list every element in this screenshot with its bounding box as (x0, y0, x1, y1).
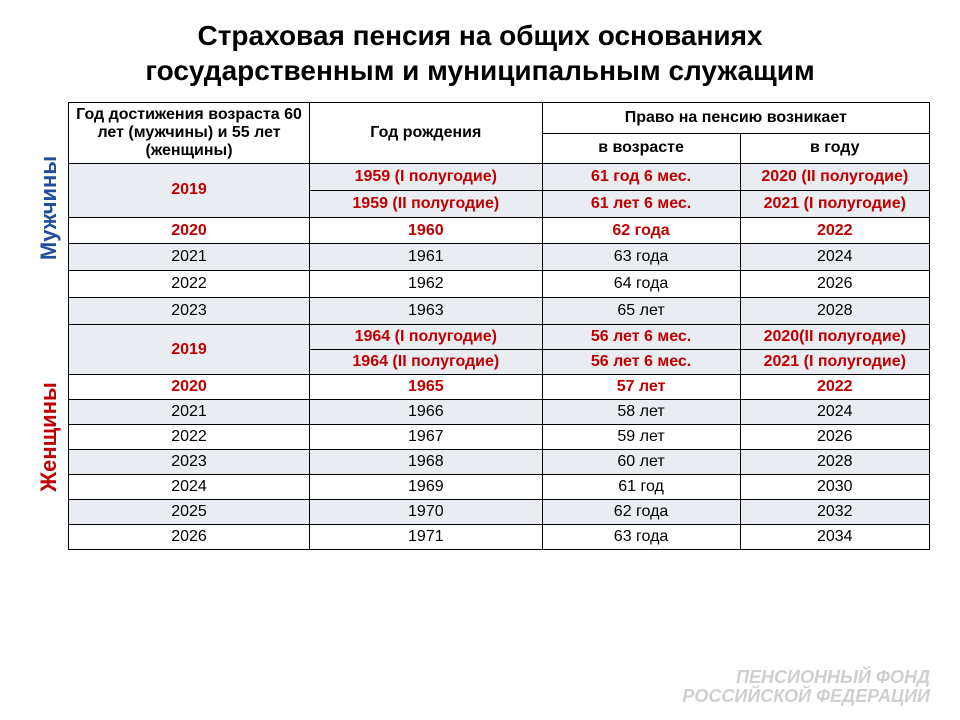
cell-birth-year: 1971 (310, 525, 542, 550)
table-row: 2021196163 года2024 (69, 244, 930, 271)
cell-achieve-year: 2020 (69, 375, 310, 400)
header-col34-top: Право на пенсию возникает (542, 103, 929, 134)
cell-year: 2022 (740, 375, 929, 400)
men-block: Мужчины Год достижения возраста 60 лет (… (30, 102, 930, 314)
cell-achieve-year: 2024 (69, 475, 310, 500)
women-side-label: Женщины (30, 324, 68, 550)
header-col2: Год рождения (310, 103, 542, 164)
cell-age: 63 года (542, 525, 740, 550)
cell-age: 62 года (542, 500, 740, 525)
cell-age: 63 года (542, 244, 740, 271)
table-row: 2020196062 года2022 (69, 217, 930, 244)
cell-birth-year: 1964 (II полугодие) (310, 350, 542, 375)
cell-achieve-year: 2021 (69, 244, 310, 271)
table-row: 2023196365 лет2028 (69, 298, 930, 325)
cell-achieve-year: 2023 (69, 450, 310, 475)
cell-age: 57 лет (542, 375, 740, 400)
table-row: 2024196961 год2030 (69, 475, 930, 500)
cell-year: 2032 (740, 500, 929, 525)
cell-birth-year: 1960 (310, 217, 542, 244)
cell-year: 2020(II полугодие) (740, 325, 929, 350)
table-row: 2022196264 года2026 (69, 271, 930, 298)
table-row: 2026197163 года2034 (69, 525, 930, 550)
cell-age: 64 года (542, 271, 740, 298)
cell-achieve-year: 2022 (69, 271, 310, 298)
cell-year: 2024 (740, 244, 929, 271)
cell-achieve-year: 2023 (69, 298, 310, 325)
cell-age: 61 лет 6 мес. (542, 190, 740, 217)
cell-birth-year: 1962 (310, 271, 542, 298)
cell-year: 2028 (740, 298, 929, 325)
cell-year: 2026 (740, 271, 929, 298)
women-label: Женщины (36, 382, 62, 492)
cell-birth-year: 1961 (310, 244, 542, 271)
cell-birth-year: 1959 (II полугодие) (310, 190, 542, 217)
cell-birth-year: 1964 (I полугодие) (310, 325, 542, 350)
cell-age: 59 лет (542, 425, 740, 450)
cell-age: 65 лет (542, 298, 740, 325)
cell-achieve-year: 2019 (69, 325, 310, 375)
cell-year: 2021 (I полугодие) (740, 350, 929, 375)
cell-achieve-year: 2022 (69, 425, 310, 450)
men-label: Мужчины (36, 156, 62, 260)
cell-achieve-year: 2019 (69, 164, 310, 218)
slide: Страховая пенсия на общих основаниях гос… (0, 0, 960, 720)
cell-age: 60 лет (542, 450, 740, 475)
cell-achieve-year: 2020 (69, 217, 310, 244)
table-header: Год достижения возраста 60 лет (мужчины)… (69, 103, 930, 164)
cell-age: 61 год (542, 475, 740, 500)
table-row: 20191964 (I полугодие)56 лет 6 мес.2020(… (69, 325, 930, 350)
cell-year: 2026 (740, 425, 929, 450)
table-row: 2023196860 лет2028 (69, 450, 930, 475)
table-row: 2020196557 лет2022 (69, 375, 930, 400)
cell-year: 2030 (740, 475, 929, 500)
header-col4: в году (740, 133, 929, 164)
header-col3: в возрасте (542, 133, 740, 164)
cell-age: 56 лет 6 мес. (542, 350, 740, 375)
cell-birth-year: 1967 (310, 425, 542, 450)
cell-birth-year: 1970 (310, 500, 542, 525)
table-row: 2025197062 года2032 (69, 500, 930, 525)
cell-year: 2024 (740, 400, 929, 425)
cell-age: 56 лет 6 мес. (542, 325, 740, 350)
cell-birth-year: 1966 (310, 400, 542, 425)
men-side-label: Мужчины (30, 102, 68, 314)
cell-year: 2028 (740, 450, 929, 475)
table-row: 2021196658 лет2024 (69, 400, 930, 425)
men-table: Год достижения возраста 60 лет (мужчины)… (68, 102, 930, 325)
cell-year: 2034 (740, 525, 929, 550)
women-table: 20191964 (I полугодие)56 лет 6 мес.2020(… (68, 324, 930, 550)
footer-line-1: ПЕНСИОННЫЙ ФОНД (736, 667, 930, 687)
cell-year: 2021 (I полугодие) (740, 190, 929, 217)
title-line-1: Страховая пенсия на общих основаниях (197, 20, 762, 51)
cell-year: 2022 (740, 217, 929, 244)
cell-birth-year: 1959 (I полугодие) (310, 164, 542, 191)
cell-achieve-year: 2025 (69, 500, 310, 525)
cell-age: 61 год 6 мес. (542, 164, 740, 191)
table-row: 2022196759 лет2026 (69, 425, 930, 450)
table-row: 20191959 (I полугодие)61 год 6 мес.2020 … (69, 164, 930, 191)
page-title: Страховая пенсия на общих основаниях гос… (30, 18, 930, 88)
cell-birth-year: 1963 (310, 298, 542, 325)
women-block: Женщины 20191964 (I полугодие)56 лет 6 м… (30, 324, 930, 550)
cell-age: 58 лет (542, 400, 740, 425)
footer: ПЕНСИОННЫЙ ФОНД РОССИЙСКОЙ ФЕДЕРАЦИИ (682, 668, 930, 706)
header-col1: Год достижения возраста 60 лет (мужчины)… (69, 103, 310, 164)
cell-birth-year: 1965 (310, 375, 542, 400)
title-line-2: государственным и муниципальным служащим (145, 55, 814, 86)
footer-line-2: РОССИЙСКОЙ ФЕДЕРАЦИИ (682, 686, 930, 706)
cell-achieve-year: 2021 (69, 400, 310, 425)
cell-year: 2020 (II полугодие) (740, 164, 929, 191)
cell-achieve-year: 2026 (69, 525, 310, 550)
cell-age: 62 года (542, 217, 740, 244)
cell-birth-year: 1969 (310, 475, 542, 500)
cell-birth-year: 1968 (310, 450, 542, 475)
